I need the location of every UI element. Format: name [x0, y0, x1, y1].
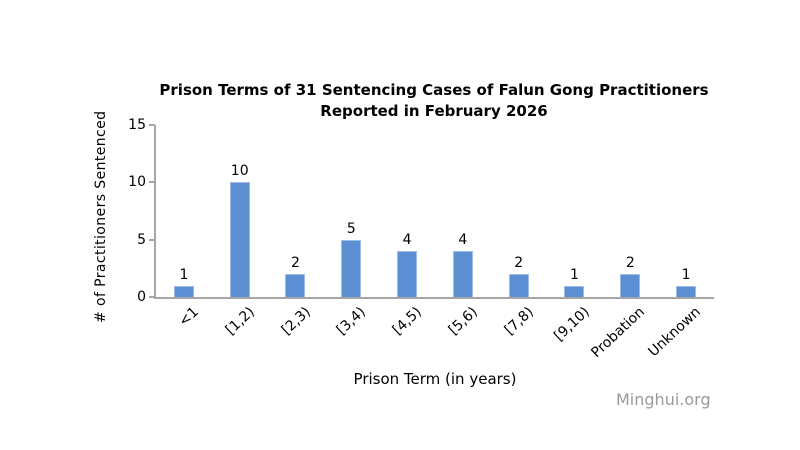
- bar: [620, 274, 641, 297]
- bar: [341, 240, 362, 297]
- plot-area: 1 10 2 5 4 4 2 1 2 1: [154, 125, 714, 299]
- bar-value-label: 1: [681, 267, 691, 283]
- bar-series: 1 10 2 5 4 4 2 1 2 1: [156, 125, 714, 297]
- bar: [564, 286, 585, 297]
- bar: [173, 286, 194, 297]
- bar-value-label: 4: [402, 232, 412, 248]
- bar-slot: 5: [323, 125, 379, 297]
- bar-value-label: 2: [291, 255, 300, 271]
- x-category-label: [5,6): [445, 304, 481, 339]
- bar: [397, 251, 418, 297]
- y-tick-label: 0: [137, 289, 146, 305]
- bar-slot: 10: [212, 125, 268, 297]
- x-category-label: [7,8): [501, 304, 537, 339]
- x-category-label: [3,4): [334, 304, 370, 339]
- chart-title-line1: Prison Terms of 31 Sentencing Cases of F…: [159, 81, 709, 99]
- bar-value-label: 2: [625, 255, 635, 271]
- source-text: Minghui.org: [616, 390, 711, 409]
- bar: [452, 251, 473, 297]
- x-category-label: [2,3): [278, 304, 314, 339]
- x-axis-title: Prison Term (in years): [353, 370, 517, 388]
- y-tick-label: 15: [128, 117, 146, 133]
- y-tick-mark: [149, 181, 155, 184]
- bar-slot: 1: [156, 125, 212, 297]
- bar-value-label: 2: [514, 255, 524, 271]
- y-tick-mark: [149, 296, 155, 298]
- bar: [676, 286, 697, 297]
- bar-value-label: 10: [230, 163, 249, 179]
- bar: [285, 274, 306, 297]
- chart-title: Prison Terms of 31 Sentencing Cases of F…: [134, 80, 734, 122]
- chart-title-line2: Reported in February 2026: [320, 102, 548, 120]
- x-category-label: [4,5): [389, 304, 426, 339]
- bar-slot: 4: [435, 125, 491, 297]
- bar-value-label: 1: [179, 267, 189, 283]
- bar-slot: 2: [268, 125, 324, 297]
- bar-slot: 1: [658, 125, 714, 297]
- bar-slot: 4: [379, 125, 435, 297]
- bar: [508, 274, 529, 297]
- bar-slot: 1: [547, 125, 603, 297]
- bar: [229, 182, 250, 297]
- x-category-label: [1,2): [222, 304, 258, 339]
- y-tick-label: 10: [128, 174, 146, 191]
- x-category-label: [9,10): [550, 304, 593, 345]
- bar-slot: 2: [602, 125, 658, 297]
- y-tick-label: 5: [137, 231, 146, 248]
- bar-value-label: 1: [570, 267, 579, 283]
- bar-slot: 2: [491, 125, 547, 297]
- bar-value-label: 5: [346, 221, 356, 237]
- y-tick-mark: [149, 124, 155, 126]
- bar-value-label: 4: [458, 232, 468, 248]
- y-tick-mark: [149, 238, 155, 241]
